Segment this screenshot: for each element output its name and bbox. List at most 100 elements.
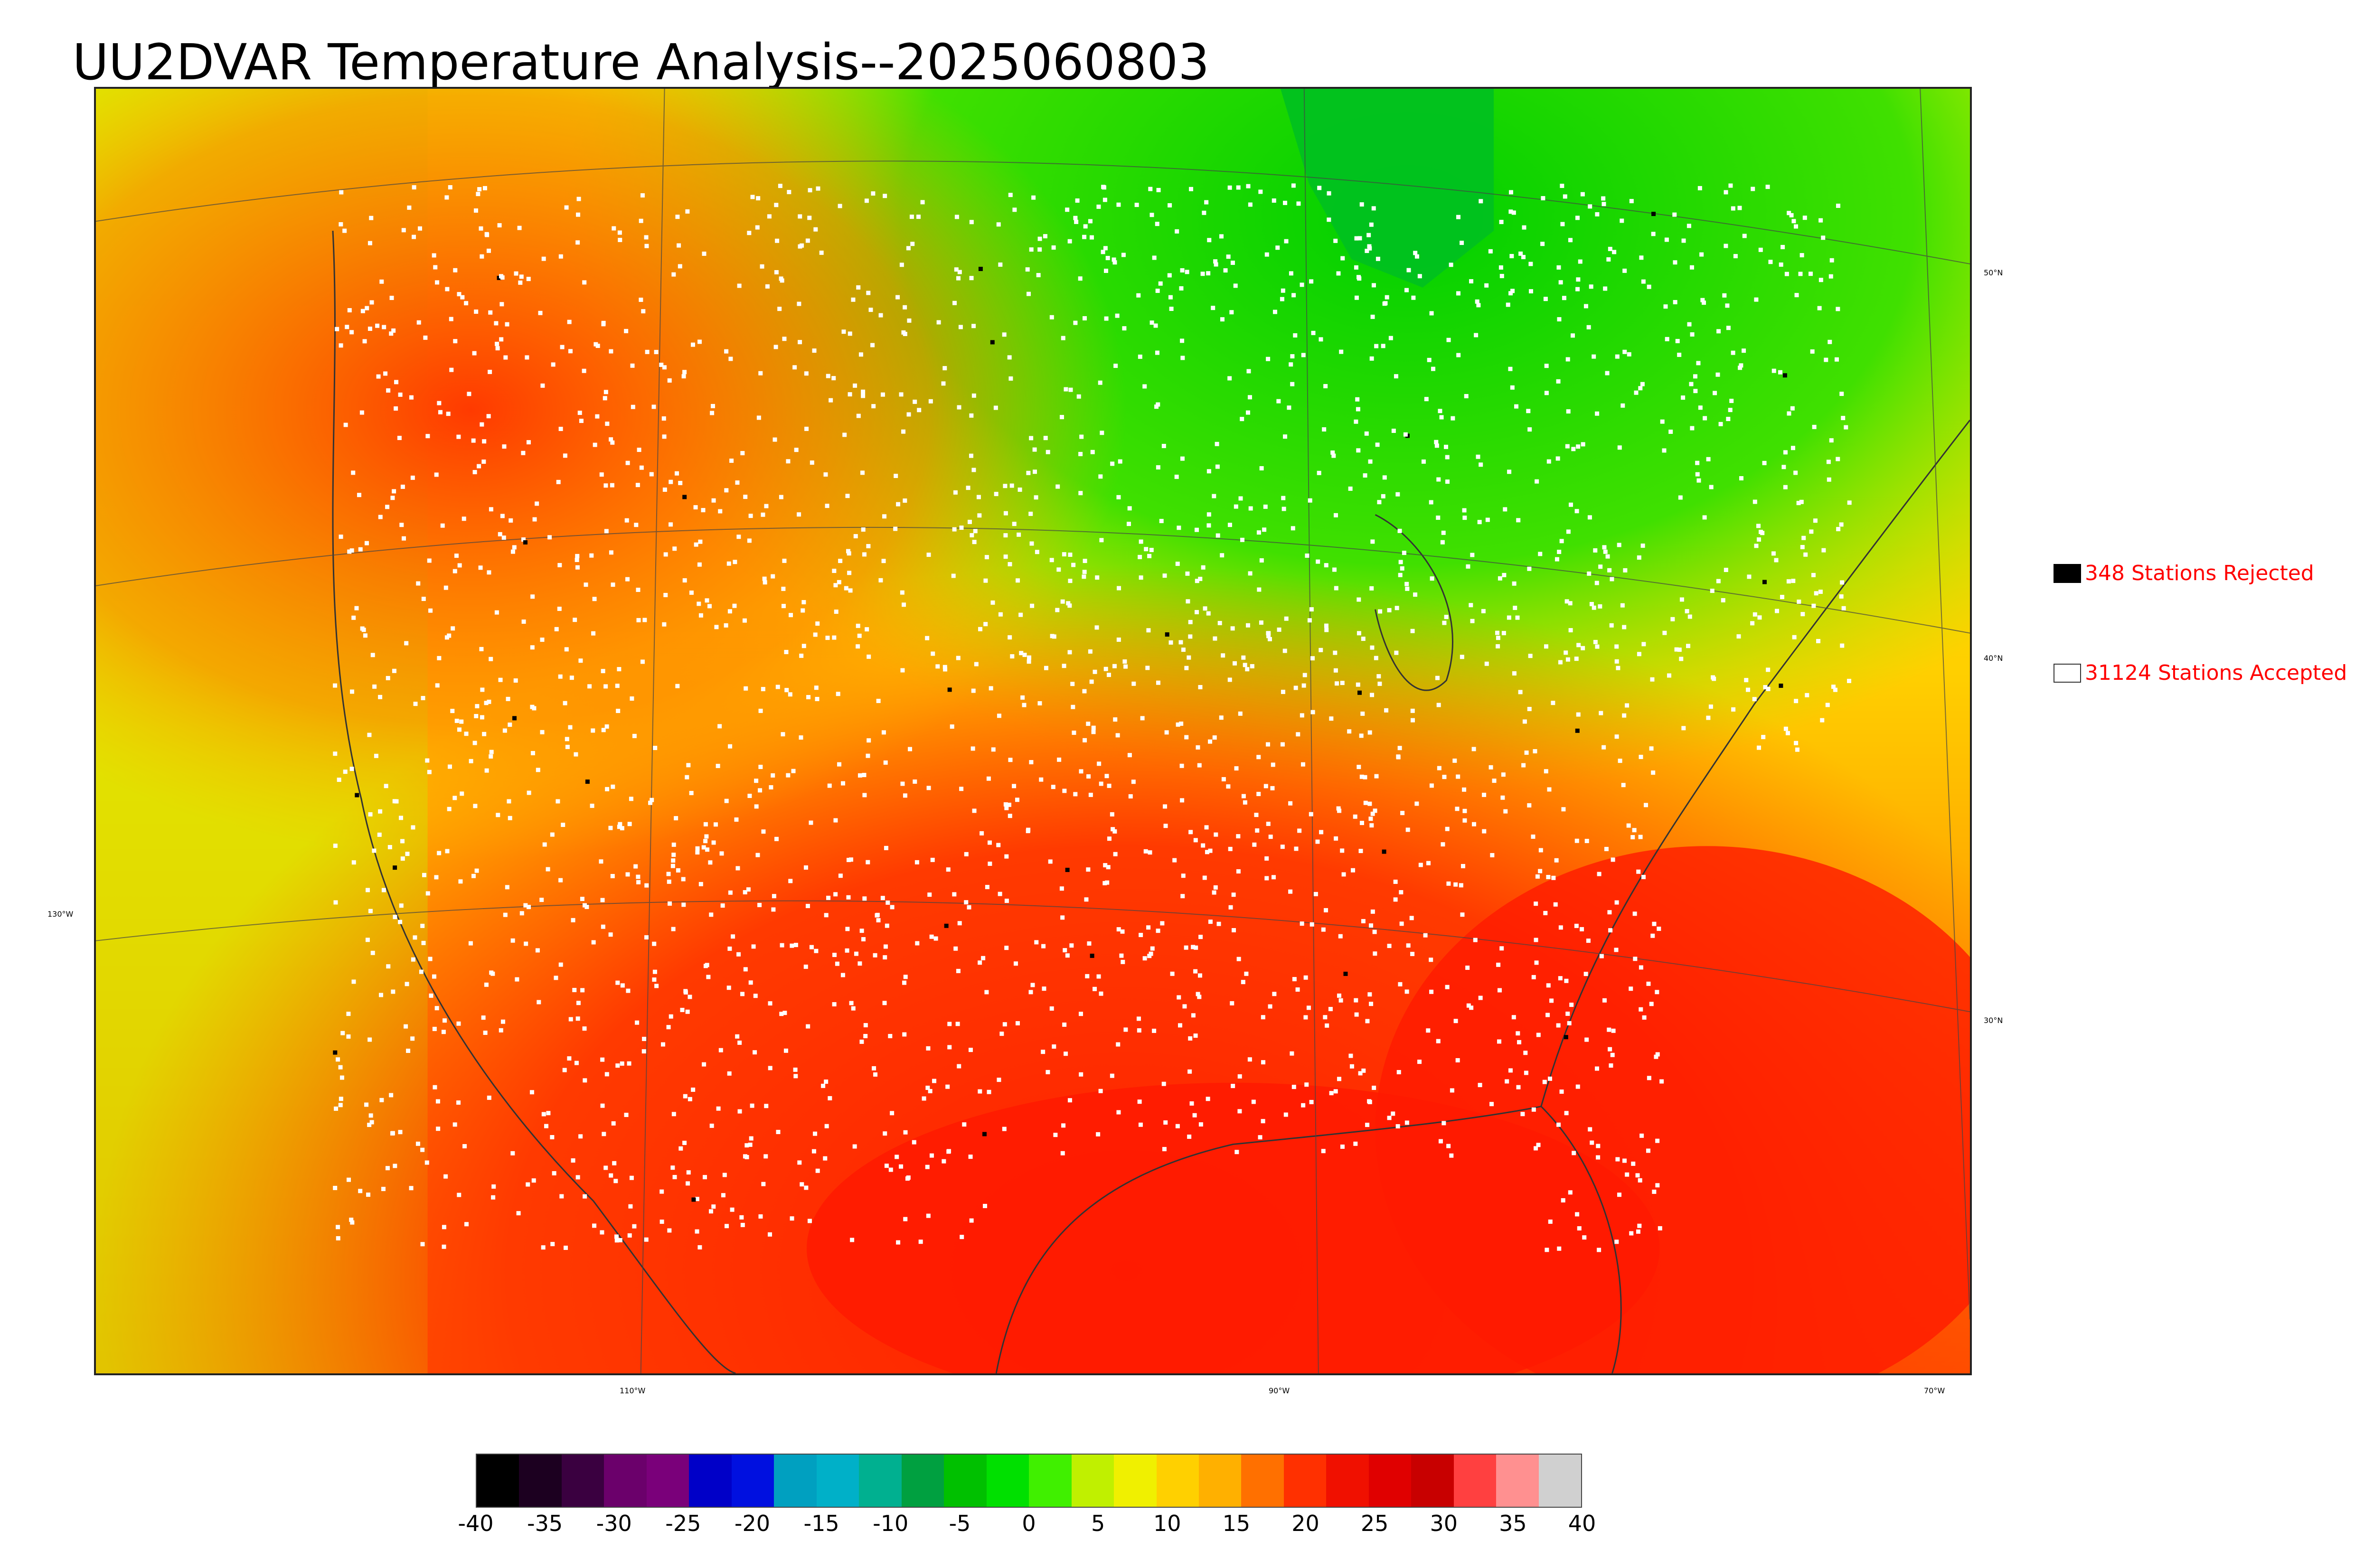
accepted-station [565, 737, 569, 742]
accepted-station [739, 1215, 744, 1220]
accepted-station [1620, 603, 1625, 608]
accepted-station [1597, 1248, 1602, 1252]
accepted-station [1605, 554, 1610, 559]
accepted-station [1028, 511, 1033, 516]
accepted-station [1232, 928, 1236, 932]
accepted-station [801, 608, 805, 613]
accepted-station [1431, 366, 1435, 371]
accepted-station [358, 1189, 363, 1193]
accepted-station [1247, 1057, 1252, 1062]
accepted-station [969, 413, 974, 418]
accepted-station [1800, 612, 1805, 617]
accepted-station [1429, 311, 1434, 316]
accepted-station [1744, 678, 1749, 683]
accepted-station [379, 1098, 384, 1102]
accepted-station [659, 1220, 664, 1224]
accepted-station [556, 799, 560, 804]
colorbar-tick-label: 10 [1153, 1511, 1181, 1536]
accepted-station [1292, 977, 1297, 982]
accepted-station [449, 367, 454, 372]
accepted-station [1523, 1051, 1528, 1055]
accepted-station [1187, 1069, 1192, 1074]
accepted-station [1364, 431, 1369, 436]
accepted-station [980, 831, 984, 836]
accepted-station [1790, 446, 1795, 451]
accepted-station [850, 1238, 855, 1242]
accepted-station [1291, 1085, 1296, 1089]
accepted-station [1107, 783, 1112, 788]
accepted-station [602, 1132, 606, 1136]
accepted-station [639, 297, 643, 302]
rejected-station [944, 923, 949, 928]
accepted-station [1329, 716, 1334, 721]
accepted-station [1629, 986, 1633, 991]
accepted-station [610, 874, 615, 878]
accepted-station [1116, 1110, 1121, 1115]
accepted-station [1595, 212, 1600, 216]
accepted-station [1650, 677, 1655, 682]
accepted-station [393, 1164, 397, 1168]
accepted-station [1575, 216, 1580, 220]
accepted-station [722, 1173, 727, 1177]
accepted-station [1395, 1124, 1400, 1129]
accepted-station [608, 826, 613, 830]
accepted-station [1062, 552, 1066, 557]
accepted-station [603, 684, 608, 689]
accepted-station [1179, 721, 1184, 726]
accepted-station [1333, 650, 1338, 655]
accepted-station [893, 526, 898, 531]
accepted-station [1168, 295, 1173, 300]
accepted-station [636, 874, 641, 879]
accepted-station [1713, 391, 1717, 395]
accepted-station [969, 276, 974, 281]
accepted-station [689, 590, 694, 595]
accepted-station [1614, 900, 1619, 905]
accepted-station [1791, 579, 1796, 583]
accepted-station [1405, 586, 1410, 591]
accepted-station [677, 243, 681, 248]
accepted-station [782, 337, 787, 341]
accepted-station [771, 574, 775, 579]
accepted-station [1651, 232, 1656, 236]
accepted-station [1836, 527, 1841, 532]
accepted-station [900, 781, 905, 786]
accepted-station [1498, 988, 1502, 993]
accepted-station [1167, 273, 1172, 278]
accepted-station [1030, 603, 1035, 608]
accepted-station [771, 907, 776, 912]
accepted-station [1413, 592, 1418, 597]
accepted-station [1238, 711, 1243, 716]
accepted-station [758, 708, 763, 713]
accepted-station [1053, 1133, 1058, 1137]
accepted-station [1811, 603, 1816, 608]
accepted-station [535, 948, 540, 953]
accepted-station [1453, 882, 1458, 887]
accepted-station [592, 1223, 597, 1228]
accepted-station [685, 775, 689, 779]
accepted-station [1256, 792, 1261, 796]
accepted-station [591, 940, 596, 945]
accepted-station [1226, 254, 1231, 259]
accepted-station [957, 270, 962, 274]
accepted-station [1319, 830, 1324, 835]
accepted-station [1686, 644, 1690, 648]
accepted-station [1233, 283, 1238, 288]
accepted-station [1212, 735, 1217, 740]
accepted-station [1197, 995, 1202, 999]
accepted-station [1281, 689, 1285, 694]
colorbar-segment [1114, 1455, 1157, 1507]
accepted-station [733, 560, 737, 564]
accepted-station [704, 834, 709, 839]
accepted-station [500, 1019, 505, 1024]
accepted-station [1700, 298, 1705, 302]
accepted-station [1319, 337, 1323, 342]
accepted-station [1067, 239, 1072, 244]
accepted-station [1290, 1051, 1294, 1056]
accepted-station [1620, 403, 1625, 408]
accepted-station [1356, 407, 1360, 412]
accepted-station [1590, 1140, 1594, 1145]
accepted-station [1004, 854, 1009, 859]
accepted-station [748, 980, 753, 985]
accepted-station [1731, 206, 1735, 211]
accepted-station [693, 505, 698, 510]
